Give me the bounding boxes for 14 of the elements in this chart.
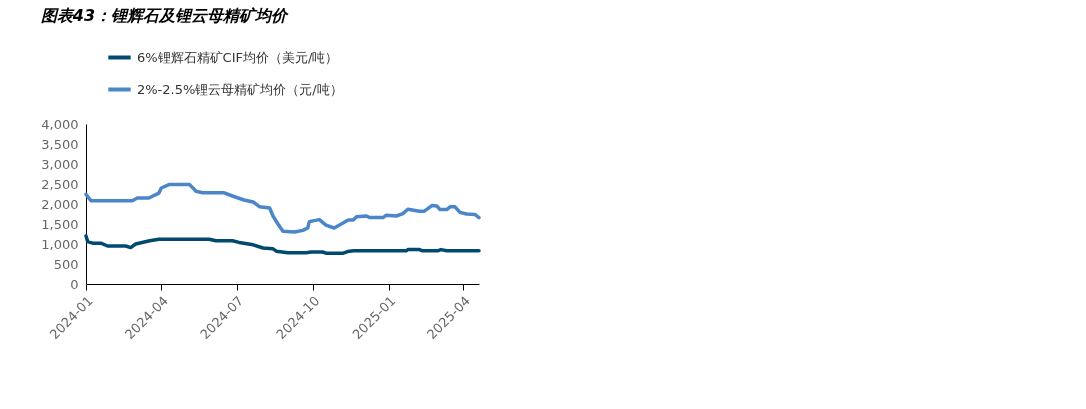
y-tick-label: 1,500 xyxy=(41,216,79,232)
y-tick-label: 3,500 xyxy=(41,136,79,152)
legend-label: 2%-2.5%锂云母精矿均价（元/吨） xyxy=(137,81,343,97)
line-series xyxy=(84,234,481,255)
y-tick-label: 1,000 xyxy=(41,236,79,252)
legend-label: 6%锂辉石精矿CIF均价（美元/吨） xyxy=(137,49,339,65)
chart-title: 图表43：锂辉石及锂云母精矿均价 xyxy=(40,6,290,25)
y-tick-label: 4,000 xyxy=(41,116,79,132)
y-tick-label: 3,000 xyxy=(41,156,79,172)
line-series xyxy=(84,182,481,234)
y-tick-label: 2,500 xyxy=(41,176,79,192)
y-tick-label: 2,000 xyxy=(41,196,79,212)
y-tick-label: 0 xyxy=(70,276,79,292)
y-tick-label: 500 xyxy=(53,256,79,272)
